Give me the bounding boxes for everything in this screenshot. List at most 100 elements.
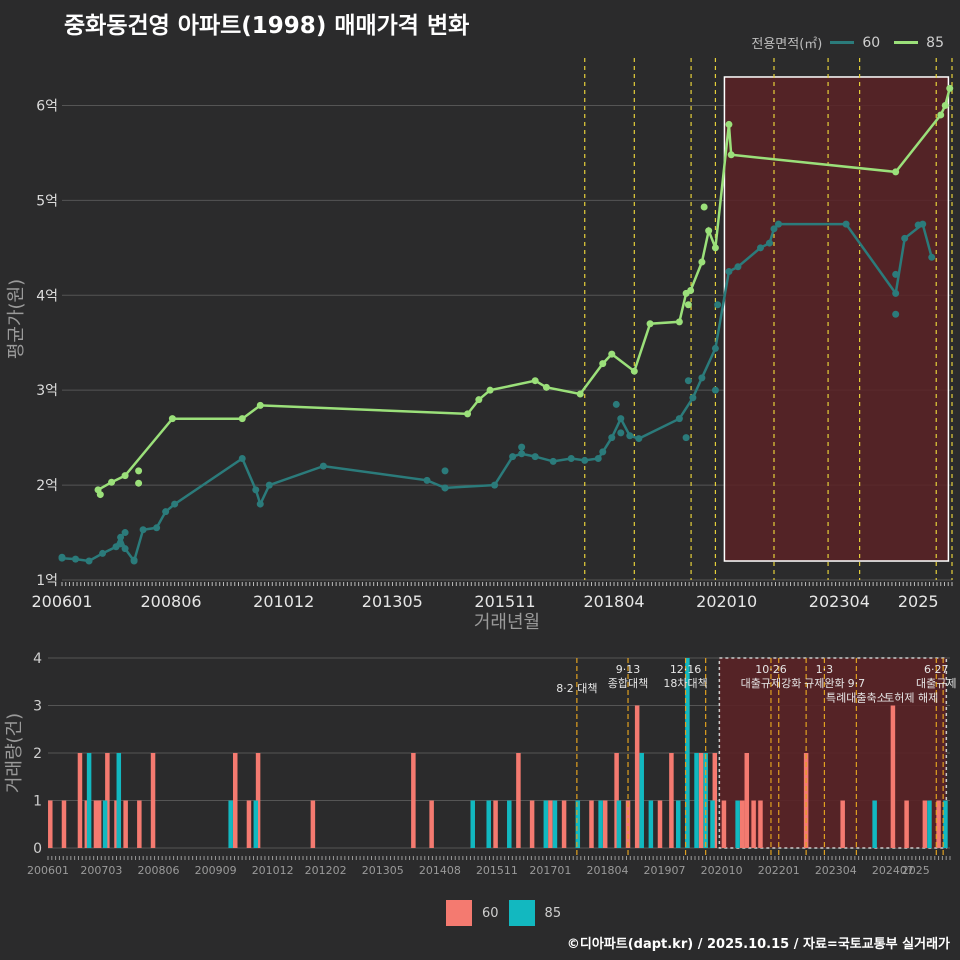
volume-bar-60 [744, 753, 750, 848]
volume-bar-60 [137, 800, 142, 848]
data-point-85 [941, 101, 949, 109]
data-point-60 [698, 374, 706, 382]
data-point-85 [646, 320, 654, 328]
scatter-point-60 [518, 443, 526, 451]
bar-x-tick-label: 2025 [902, 864, 930, 877]
volume-bar-60 [739, 800, 745, 848]
data-point-85 [727, 151, 735, 159]
bar-x-tick-label: 201202 [305, 864, 347, 877]
volume-bar-60 [429, 800, 434, 848]
data-point-85 [892, 168, 900, 176]
volume-bar-60 [529, 800, 535, 848]
data-point-85 [256, 401, 264, 409]
volume-bar-60 [634, 705, 640, 848]
volume-bar-85 [102, 800, 108, 848]
data-point-60 [171, 500, 179, 508]
data-point-60 [599, 448, 607, 456]
data-point-60 [594, 455, 602, 463]
data-point-85 [687, 287, 695, 295]
volume-bar-60 [721, 800, 727, 848]
volume-bar-85 [486, 800, 491, 848]
data-point-60 [775, 220, 783, 228]
legend-box-85 [508, 900, 535, 926]
data-point-60 [581, 456, 589, 464]
x-tick-label: 202010 [696, 592, 757, 611]
data-point-60 [121, 545, 129, 553]
bar-x-tick-label: 201701 [529, 864, 571, 877]
data-point-85 [486, 386, 494, 394]
policy-annotation: 9·13 [616, 663, 641, 676]
data-point-60 [901, 234, 909, 242]
data-point-60 [256, 500, 264, 508]
y-tick-label: 5억 [36, 193, 58, 209]
volume-bar-85 [648, 800, 654, 848]
data-point-85 [705, 227, 713, 235]
policy-annotation: 9·7 [848, 677, 866, 690]
data-point-85 [121, 472, 129, 480]
volume-bar-60 [904, 800, 909, 848]
volume-bar-85 [543, 800, 549, 848]
data-point-60 [423, 476, 431, 484]
data-point-60 [608, 434, 616, 442]
volume-bar-60 [758, 800, 763, 848]
data-point-60 [928, 253, 936, 261]
bar-x-tick-label: 201012 [252, 864, 294, 877]
data-point-85 [475, 396, 483, 404]
scatter-point-60 [58, 553, 66, 561]
volume-bar-60 [114, 800, 119, 848]
scatter-point-60 [441, 467, 449, 475]
x-tick-label: 2025 [898, 592, 939, 611]
data-point-60 [711, 344, 719, 352]
bar-x-tick-label: 201804 [586, 864, 628, 877]
volume-bar-85 [116, 753, 122, 848]
source-credit: ©디아파트(dapt.kr) / 2025.10.15 / 자료=국토교통부 실… [566, 937, 950, 952]
volume-bar-60 [602, 800, 608, 848]
x-tick-label: 201511 [474, 592, 535, 611]
volume-bar-60 [411, 753, 416, 848]
volume-bar-85 [685, 658, 690, 848]
bar-y-tick-label: 0 [33, 841, 42, 857]
chart-title: 중화동건영 아파트(1998) 매매가격 변화 [64, 13, 470, 39]
volume-bar-60 [840, 800, 845, 848]
bar-y-tick-label: 1 [33, 794, 42, 810]
volume-bar-85 [470, 800, 475, 848]
bar-x-tick-label: 201305 [362, 864, 404, 877]
volume-bar-85 [616, 800, 622, 848]
bar-x-tick-label: 202304 [815, 864, 857, 877]
data-point-60 [842, 220, 850, 228]
scatter-point-60 [914, 221, 922, 229]
volume-bar-60 [84, 800, 90, 848]
data-point-85 [675, 318, 683, 326]
policy-annotation: 6·27 [924, 663, 949, 676]
volume-bar-60 [93, 800, 99, 848]
bottom-legend: 60 85 [446, 900, 561, 926]
volume-bar-60 [233, 753, 238, 848]
volume-bar-60 [123, 800, 128, 848]
data-point-85 [630, 367, 638, 375]
scatter-point-60 [121, 529, 129, 537]
data-point-60 [518, 450, 526, 458]
series-line-85 [97, 88, 951, 491]
policy-annotation: 토허제 해제 [884, 690, 938, 704]
volume-bar-60 [48, 800, 53, 848]
data-point-60 [725, 268, 733, 276]
scatter-point-60 [441, 484, 449, 492]
policy-annotation: 18차대책 [663, 677, 707, 690]
data-point-60 [734, 263, 742, 271]
scatter-point-60 [892, 310, 900, 318]
bar-y-tick-label: 3 [33, 699, 42, 715]
bar-x-tick-label: 200806 [138, 864, 180, 877]
bar-y-tick-label: 4 [33, 651, 42, 667]
data-point-60 [99, 549, 107, 557]
data-point-85 [542, 383, 550, 391]
data-point-85 [725, 120, 733, 128]
y-tick-label: 3억 [36, 383, 58, 399]
legend-swatch-85 [894, 41, 919, 44]
volume-bar-60 [255, 753, 261, 848]
legend-label-60: 60 [862, 34, 881, 51]
volume-bar-60 [625, 800, 631, 848]
volume-bar-85 [552, 800, 558, 848]
x-tick-label: 200806 [141, 592, 202, 611]
data-point-85 [698, 258, 706, 266]
scatter-point-85 [96, 491, 104, 499]
